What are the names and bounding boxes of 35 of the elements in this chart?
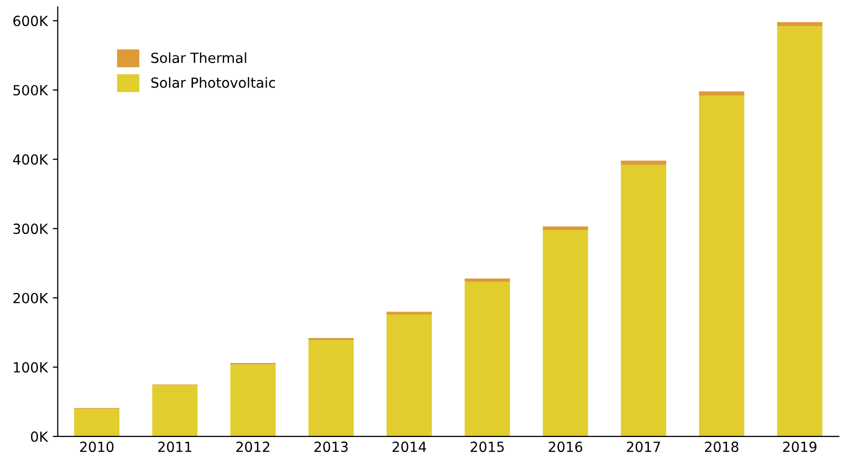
y-tick-label: 600K: [13, 16, 48, 26]
bar: [620, 160, 666, 165]
bar: [777, 26, 822, 436]
bar: [542, 230, 588, 436]
y-tick-label: 200K: [13, 292, 48, 304]
y-tick-label: 500K: [13, 84, 48, 96]
y-tick-label: 300K: [13, 224, 48, 234]
x-tick-label: 2017: [626, 442, 660, 452]
x-tick-label: 2014: [392, 442, 426, 452]
x-tick-label: 2016: [548, 442, 582, 452]
x-tick-label: 2012: [236, 442, 270, 452]
x-tick-label: 2015: [470, 442, 504, 452]
bar: [464, 282, 510, 436]
x-tick-label: 2018: [704, 442, 738, 452]
bar: [620, 164, 666, 436]
y-tick-label: 400K: [13, 154, 48, 165]
legend-label: Solar Photovoltaic: [151, 77, 276, 88]
bar: [699, 96, 744, 436]
legend-label: Solar Thermal: [151, 52, 246, 64]
bar: [386, 312, 432, 314]
y-tick-label: 0K: [30, 431, 48, 442]
y-tick-label: 100K: [14, 362, 48, 373]
x-tick-label: 2019: [783, 442, 816, 452]
bar: [230, 364, 276, 436]
x-tick-label: 2013: [314, 442, 348, 452]
bar: [777, 22, 822, 26]
bar: [74, 408, 120, 436]
x-tick-label: 2011: [158, 442, 192, 452]
bar: [699, 91, 744, 96]
bar: [386, 314, 432, 436]
x-tick-label: 2010: [80, 442, 114, 452]
bar: [464, 278, 510, 282]
bar: [308, 340, 354, 436]
bar: [542, 226, 588, 230]
bar: [152, 385, 198, 436]
